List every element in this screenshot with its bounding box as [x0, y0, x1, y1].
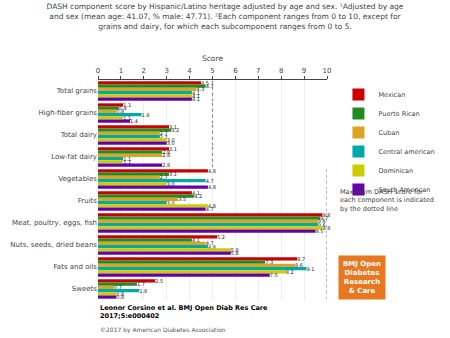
svg-text:Total dairy: Total dairy — [60, 131, 97, 139]
svg-text:4.1: 4.1 — [192, 96, 200, 102]
svg-text:3.2: 3.2 — [171, 127, 179, 133]
svg-text:3.0: 3.0 — [167, 200, 175, 206]
svg-text:Fruits: Fruits — [78, 197, 98, 205]
svg-text:0.8: 0.8 — [116, 291, 124, 297]
svg-text:2.7: 2.7 — [160, 130, 168, 136]
svg-text:Cuban: Cuban — [378, 129, 399, 137]
svg-text:5.2: 5.2 — [217, 234, 225, 240]
svg-text:©2017 by American Diabetes Ass: ©2017 by American Diabetes Association — [100, 326, 226, 334]
svg-text:4.8: 4.8 — [208, 203, 216, 209]
svg-text:3.1: 3.1 — [169, 124, 177, 130]
svg-text:8.2: 8.2 — [286, 269, 294, 275]
svg-text:3.0: 3.0 — [167, 181, 175, 187]
svg-text:2: 2 — [142, 67, 146, 75]
svg-text:4.3: 4.3 — [196, 86, 204, 92]
svg-text:1: 1 — [119, 67, 123, 75]
svg-text:4.1: 4.1 — [192, 190, 200, 196]
svg-text:3.5: 3.5 — [178, 196, 186, 202]
svg-text:Dominican: Dominican — [378, 167, 413, 175]
svg-text:3.0: 3.0 — [167, 137, 175, 143]
svg-text:4.5: 4.5 — [201, 80, 209, 86]
svg-text:4.8: 4.8 — [208, 168, 216, 174]
svg-text:Score: Score — [202, 54, 223, 63]
svg-text:4.7: 4.7 — [206, 240, 214, 246]
svg-text:8: 8 — [279, 67, 283, 75]
svg-text:Total grains: Total grains — [56, 87, 98, 95]
svg-text:1.7: 1.7 — [137, 281, 145, 287]
svg-text:9.5: 9.5 — [316, 228, 324, 234]
svg-text:7.3: 7.3 — [265, 259, 273, 265]
svg-text:2.7: 2.7 — [160, 174, 168, 180]
svg-text:2.8: 2.8 — [162, 152, 170, 158]
svg-text:1.1: 1.1 — [123, 115, 131, 121]
svg-text:4.1: 4.1 — [192, 93, 200, 99]
svg-text:3: 3 — [164, 67, 168, 75]
svg-text:BMJ OpenDiabetesResearch& Care: BMJ OpenDiabetesResearch& Care — [343, 260, 381, 295]
svg-text:9.6: 9.6 — [318, 218, 326, 224]
svg-text:Low-fat dairy: Low-fat dairy — [51, 153, 97, 161]
svg-text:4.7: 4.7 — [206, 83, 214, 89]
svg-text:9.1: 9.1 — [306, 266, 314, 272]
svg-text:South American: South American — [378, 186, 430, 194]
svg-text:1.1: 1.1 — [123, 156, 131, 162]
svg-text:4.2: 4.2 — [194, 193, 202, 199]
svg-text:2.5: 2.5 — [155, 278, 163, 284]
svg-text:4: 4 — [187, 67, 192, 75]
svg-text:Nuts, seeds, dried beans: Nuts, seeds, dried beans — [10, 241, 97, 249]
svg-text:0.8: 0.8 — [116, 108, 124, 114]
svg-text:High-fiber grains: High-fiber grains — [38, 109, 97, 117]
svg-text:4.1: 4.1 — [192, 90, 200, 96]
svg-text:Maximum DASH score foreach com: Maximum DASH score foreach component is … — [340, 188, 434, 213]
svg-text:1.4: 1.4 — [130, 118, 138, 124]
svg-text:5.8: 5.8 — [231, 247, 239, 253]
svg-text:1.1: 1.1 — [123, 159, 131, 165]
svg-text:6: 6 — [233, 67, 238, 75]
svg-text:9: 9 — [302, 67, 306, 75]
svg-text:DASH component score by Hispan: DASH component score by Hispanic/Latino … — [47, 2, 404, 31]
svg-text:1.1: 1.1 — [123, 102, 131, 108]
svg-text:0.7: 0.7 — [114, 284, 122, 290]
svg-text:0: 0 — [96, 67, 100, 75]
svg-text:2.8: 2.8 — [162, 149, 170, 155]
svg-text:9.8: 9.8 — [322, 225, 330, 231]
svg-text:Meat, poultry, eggs, fish: Meat, poultry, eggs, fish — [12, 219, 97, 227]
svg-text:4.8: 4.8 — [208, 244, 216, 250]
svg-text:1.8: 1.8 — [139, 288, 147, 294]
svg-text:9.6: 9.6 — [318, 222, 326, 228]
svg-text:2.8: 2.8 — [162, 162, 170, 168]
svg-text:4.7: 4.7 — [206, 206, 214, 212]
svg-text:Sweets: Sweets — [72, 285, 98, 293]
svg-text:Leonor Corsino et al. BMJ Open: Leonor Corsino et al. BMJ Open Diab Res … — [100, 304, 268, 320]
svg-text:5: 5 — [210, 67, 214, 75]
svg-text:3.1: 3.1 — [169, 171, 177, 177]
svg-text:1.9: 1.9 — [142, 112, 150, 118]
svg-text:Vegetables: Vegetables — [58, 175, 97, 183]
svg-text:8.7: 8.7 — [297, 256, 305, 262]
svg-text:4.1: 4.1 — [192, 237, 200, 243]
svg-text:5.8: 5.8 — [231, 250, 239, 256]
svg-text:Puerto Rican: Puerto Rican — [378, 110, 419, 118]
svg-text:3.1: 3.1 — [169, 146, 177, 152]
svg-text:7.5: 7.5 — [270, 272, 278, 278]
svg-text:9.8: 9.8 — [322, 212, 330, 218]
svg-text:10: 10 — [323, 67, 332, 75]
svg-text:2.7: 2.7 — [160, 134, 168, 140]
svg-text:Central american: Central american — [378, 148, 434, 156]
svg-text:0.8: 0.8 — [116, 294, 124, 300]
svg-text:9.7: 9.7 — [320, 215, 328, 221]
svg-text:0.9: 0.9 — [119, 105, 127, 111]
svg-text:Mexican: Mexican — [378, 91, 405, 99]
svg-text:4.8: 4.8 — [208, 184, 216, 190]
svg-text:7: 7 — [256, 67, 260, 75]
svg-text:Fats and oils: Fats and oils — [53, 263, 97, 271]
svg-text:3.0: 3.0 — [167, 140, 175, 146]
svg-text:8.6: 8.6 — [295, 262, 303, 268]
svg-text:4.7: 4.7 — [206, 178, 214, 184]
